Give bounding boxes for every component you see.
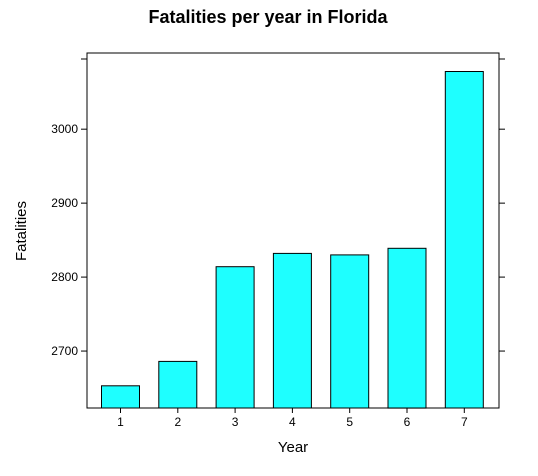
bar-5 — [330, 254, 370, 409]
plot-frame — [86, 52, 500, 409]
x-tick-label: 3 — [232, 415, 239, 429]
bar-7 — [444, 71, 484, 409]
y-tick-label: 3000 — [51, 122, 78, 136]
x-tick-label: 1 — [117, 415, 124, 429]
x-tick-label: 5 — [346, 415, 353, 429]
x-tick-label: 6 — [404, 415, 411, 429]
x-tick-label: 2 — [174, 415, 181, 429]
y-axis-ticks: 2700 2800 2900 3000 — [51, 58, 505, 358]
bar-3 — [215, 266, 255, 409]
bar-6 — [387, 247, 427, 409]
y-tick-label: 2700 — [51, 344, 78, 358]
bar-4 — [272, 252, 312, 409]
x-axis-label: Year — [278, 439, 308, 456]
x-tick-label: 4 — [289, 415, 296, 429]
chart-title: Fatalities per year in Florida — [148, 7, 388, 27]
x-axis-ticks: 1 2 3 4 5 6 7 — [117, 408, 468, 429]
bars — [101, 71, 484, 409]
x-tick-label: 7 — [461, 415, 468, 429]
bar-1 — [101, 385, 140, 409]
y-axis-label: Fatalities — [13, 201, 30, 261]
y-tick-label: 2800 — [51, 270, 78, 284]
y-tick-label: 2900 — [51, 196, 78, 210]
bar-2 — [158, 360, 198, 409]
